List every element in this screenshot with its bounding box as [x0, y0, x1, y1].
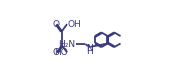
Text: H: H: [86, 47, 93, 56]
Text: O: O: [53, 48, 60, 57]
Text: O: O: [53, 20, 60, 29]
Text: H₂N: H₂N: [58, 40, 75, 49]
Text: OH: OH: [68, 20, 82, 29]
Text: HO: HO: [54, 48, 68, 57]
Text: N: N: [86, 44, 93, 53]
